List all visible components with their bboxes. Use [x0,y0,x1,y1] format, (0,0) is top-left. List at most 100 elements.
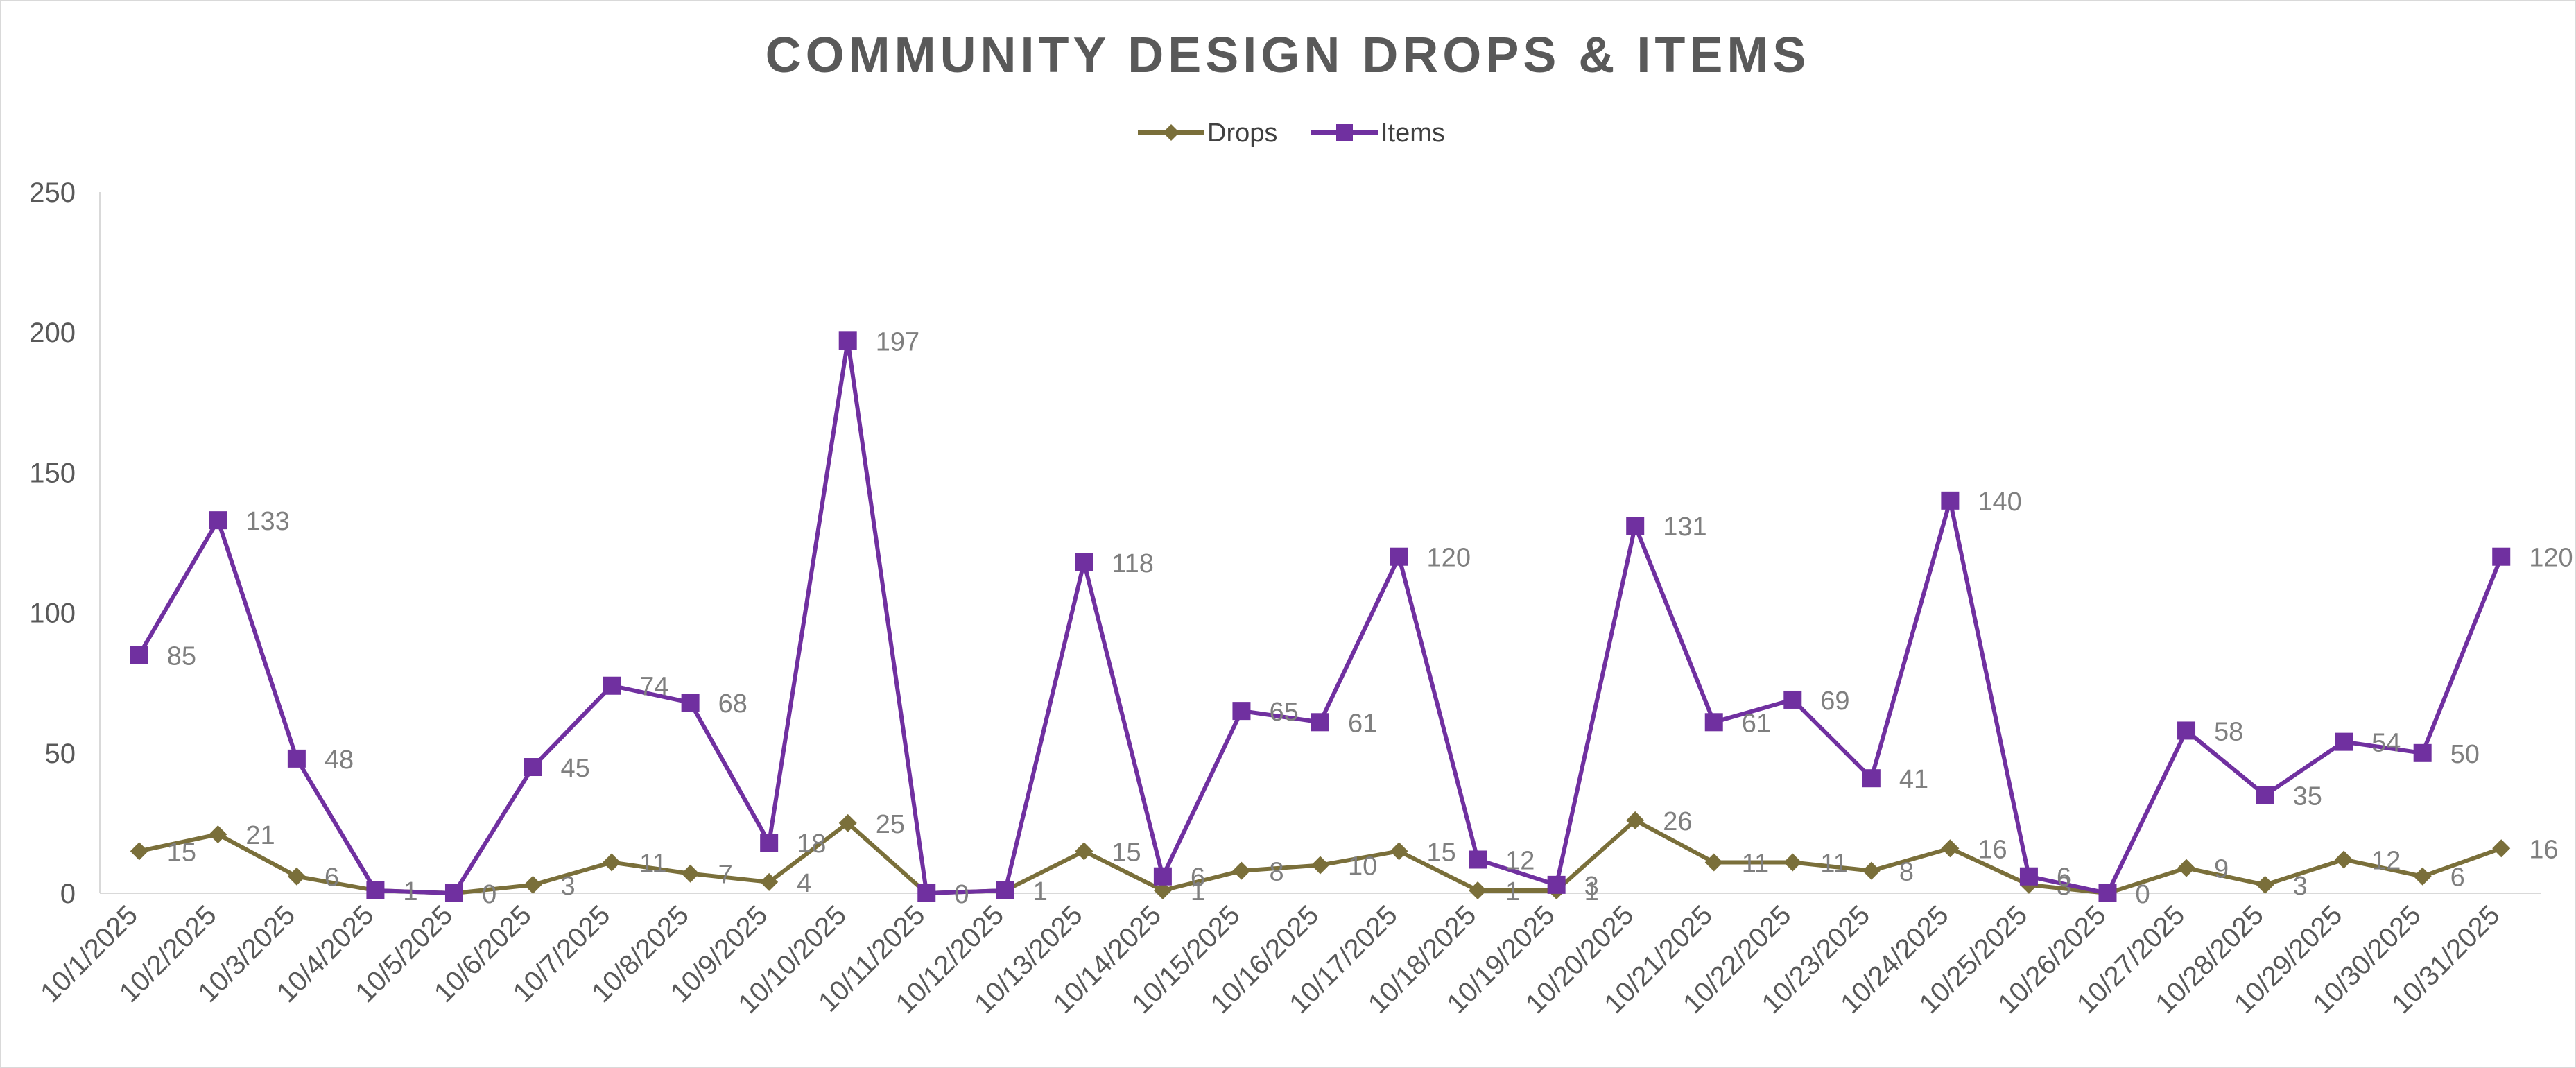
data-label: 50 [2450,740,2480,769]
data-point-square [524,758,542,777]
data-label: 12 [1505,846,1535,875]
data-label: 69 [1820,687,1849,716]
data-point-square [681,694,700,712]
data-label: 3 [2293,872,2308,901]
data-label: 65 [1269,698,1298,727]
data-point-diamond [1390,842,1408,861]
data-label: 0 [954,880,969,909]
data-point-square [444,884,463,902]
data-label: 6 [1191,863,1205,893]
data-label: 11 [639,850,666,879]
data-label: 21 [245,821,275,850]
data-label: 3 [561,872,576,901]
data-label: 3 [2057,872,2071,901]
data-point-diamond [1232,861,1251,880]
data-point-diamond [1311,856,1329,875]
data-point-square [603,676,621,695]
data-point-square [366,881,385,899]
data-label: 3 [1584,872,1599,901]
data-label: 118 [1112,549,1154,578]
data-label: 48 [325,746,354,775]
data-point-diamond [1626,811,1645,829]
data-label: 4 [797,869,811,898]
legend-marker [1336,124,1353,141]
data-point-square [1783,690,1802,709]
data-point-square [1153,867,1172,886]
data-point-diamond [681,864,700,883]
data-label: 16 [1978,835,2007,864]
y-tick-label: 200 [29,318,76,348]
data-point-square [1626,517,1645,535]
y-tick-label: 50 [45,739,76,769]
data-point-square [760,834,779,852]
series-line-items [137,338,2504,895]
data-label: 133 [245,507,289,536]
data-point-diamond [2177,859,2196,877]
data-point-square [209,511,227,530]
data-label: 0 [954,880,969,909]
data-label: 0 [2135,880,2150,909]
x-axis: 10/1/202510/2/202510/3/202510/4/202510/5… [35,893,2541,1019]
data-point-diamond [1704,853,1723,872]
y-axis: 0 50 100 150 200 250 [29,178,101,909]
data-point-diamond [130,842,148,861]
data-point-square [2492,547,2511,566]
data-label: 18 [797,829,826,859]
data-label: 6 [325,863,339,893]
data-point-diamond [209,825,227,844]
legend-label: Items [1381,119,1445,148]
y-tick-label: 250 [29,178,76,208]
data-point-square [2098,884,2117,902]
data-point-diamond [760,872,779,891]
data-label: 8 [1269,858,1283,887]
data-label: 58 [2214,717,2243,746]
data-label: 1 [1033,877,1048,906]
data-point-square [130,646,148,664]
data-point-square [1232,702,1251,721]
data-point-diamond [1862,861,1881,880]
data-label: 8 [1899,858,1914,887]
data-label: 74 [639,673,668,702]
data-point-square [287,749,306,768]
data-point-square [2019,867,2038,886]
y-tick-label: 0 [60,879,76,909]
data-point-diamond [838,813,857,832]
data-point-diamond [287,867,306,886]
data-point-square [1075,553,1093,571]
data-point-square [917,884,936,902]
data-point-diamond [2492,839,2511,858]
data-point-diamond [524,875,542,894]
data-label: 15 [167,838,196,867]
data-label: 120 [2529,544,2573,573]
data-point-diamond [2413,867,2432,886]
data-label: 6 [2057,863,2071,893]
data-point-diamond [1941,839,1960,858]
data-label: 9 [2214,855,2229,884]
legend-item-items: Items [1311,119,1445,148]
data-label: 0 [482,880,496,909]
data-label: 197 [876,327,919,356]
data-label: 0 [482,880,496,909]
data-point-square [2256,786,2274,804]
legend-item-drops: Drops [1138,119,1277,148]
data-label: 61 [1348,709,1377,738]
data-label: 120 [1427,544,1471,573]
data-label: 1 [1033,877,1048,906]
data-label: 15 [1427,838,1456,867]
data-point-diamond [1153,881,1172,899]
data-label: 10 [1348,852,1377,881]
y-tick-label: 150 [29,458,76,488]
data-point-square [1469,850,1487,869]
data-point-square [1547,875,1566,894]
data-label: 0 [2135,880,2150,909]
legend-label: Drops [1207,119,1277,148]
data-point-square [2177,721,2196,740]
data-label: 11 [1742,850,1769,879]
data-label: 61 [1742,709,1771,738]
data-label: 68 [718,689,747,718]
data-label: 54 [2371,729,2401,758]
data-label: 16 [2529,835,2558,864]
data-label: 25 [876,810,905,839]
